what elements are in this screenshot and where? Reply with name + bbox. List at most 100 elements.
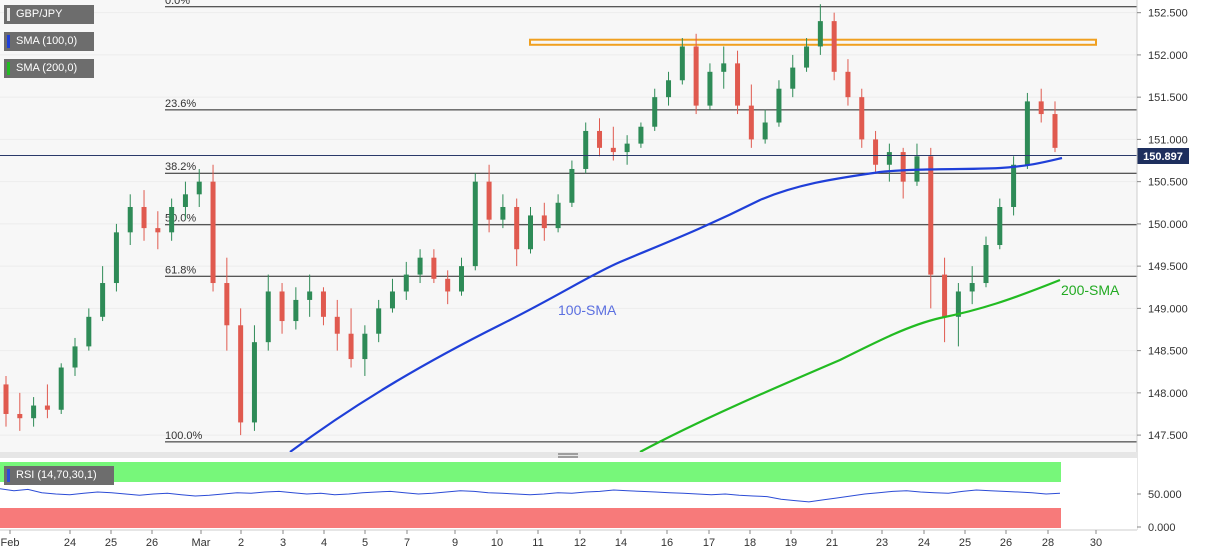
gridlines [0, 12, 1137, 436]
fib-label: 61.8% [165, 264, 196, 276]
candle-body [983, 245, 989, 284]
symbol-legend[interactable]: GBP/JPY [4, 5, 94, 24]
candle-body [638, 126, 644, 144]
rsi-level-0: 0.000 [1148, 522, 1176, 534]
candle-body [320, 291, 326, 317]
candle-body [182, 194, 188, 207]
candle-body [100, 283, 106, 317]
candle-body [403, 274, 409, 292]
rsi-legend-label: RSI (14,70,30,1) [16, 469, 97, 481]
candle-body [389, 291, 395, 309]
candle-body [113, 232, 119, 284]
price-tick-label: 151.000 [1148, 134, 1188, 146]
time-tick-label: 23 [876, 537, 888, 549]
candle-body [859, 97, 865, 140]
candle-body [238, 325, 244, 423]
time-tick-label: 9 [452, 537, 458, 549]
sma200-swatch [7, 62, 10, 75]
price-tick-label: 148.500 [1148, 346, 1188, 358]
time-tick-label: 19 [785, 537, 797, 549]
time-tick-label: 18 [744, 537, 756, 549]
pane-resize-handle[interactable] [558, 453, 578, 458]
candle-body [693, 46, 699, 106]
candle-body [555, 202, 561, 229]
fib-label: 38.2% [165, 161, 196, 173]
price-tick-label: 149.500 [1148, 261, 1188, 273]
candle-body [1024, 101, 1030, 165]
candle-body [583, 130, 589, 169]
time-tick-label: Mar [192, 537, 211, 549]
time-tick-label: 17 [703, 537, 715, 549]
candle-body [127, 206, 133, 233]
candle-body [265, 291, 271, 343]
candle-body [224, 283, 230, 326]
time-tick-label: 12 [574, 537, 586, 549]
candle-body [1038, 101, 1044, 115]
time-tick-label: 24 [918, 537, 930, 549]
candle-body [72, 346, 78, 368]
time-tick-label: 16 [661, 537, 673, 549]
sma-200-annotation: 200-SMA [1061, 282, 1120, 298]
rsi-level-50: 50.000 [1148, 489, 1182, 501]
candle-body [1052, 114, 1058, 148]
candle-body [169, 206, 175, 233]
sma-100-line [289, 156, 1063, 453]
candle-body [817, 21, 823, 47]
candle-body [528, 215, 533, 250]
sma-200-line [639, 278, 1061, 453]
candle-body [279, 291, 285, 322]
candle-body [486, 181, 492, 220]
time-tick-label: 3 [280, 537, 286, 549]
candle-body [997, 206, 1003, 246]
sma200-legend[interactable]: SMA (200,0) [4, 59, 94, 78]
price-tick-label: 150.500 [1148, 177, 1188, 189]
price-tick-label: 147.500 [1148, 430, 1188, 442]
time-tick-label: 4 [321, 537, 327, 549]
rsi-overbought-zone [0, 462, 1061, 482]
candle-body [845, 71, 851, 98]
time-tick-label: 21 [826, 537, 838, 549]
candle-body [569, 168, 575, 203]
candle-body [431, 257, 437, 279]
time-tick-label: 24 [64, 537, 76, 549]
time-tick-label: 25 [105, 537, 117, 549]
candle-body [417, 257, 423, 275]
candle-body [748, 105, 754, 140]
candle-body [942, 274, 948, 317]
time-tick-label: 30 [1090, 537, 1102, 549]
candle-body [500, 206, 506, 220]
candle-body [251, 342, 257, 423]
price-tick-label: 151.500 [1148, 92, 1188, 104]
candle-body [1011, 164, 1017, 207]
candle-body [900, 152, 906, 182]
candle-body [666, 80, 672, 98]
candle-body [804, 46, 810, 68]
time-tick-label: 2 [238, 537, 244, 549]
candle-body [652, 97, 658, 127]
pane-separator [0, 452, 1137, 458]
rsi-legend[interactable]: RSI (14,70,30,1) [4, 466, 114, 485]
symbol-label: GBP/JPY [16, 8, 63, 20]
time-tick-label: 14 [615, 537, 627, 549]
fib-label: 100.0% [165, 430, 203, 442]
candle-body [3, 384, 9, 414]
candle-body [776, 88, 782, 123]
time-axis: Feb 24 25 26 Mar 2 3 4 5 7 9 10 11 12 14 16 17 18 19 21 23 24… [1, 530, 1102, 549]
price-tick-label: 152.500 [1148, 8, 1188, 20]
sma100-legend[interactable]: SMA (100,0) [4, 32, 94, 51]
candle-body [735, 63, 741, 106]
candle-body [141, 206, 147, 229]
candle-body [293, 299, 299, 322]
candle-body [679, 46, 685, 81]
candle-body [831, 21, 837, 72]
rsi-oversold-zone [0, 508, 1061, 528]
candle-body [196, 181, 202, 195]
time-tick-label: 11 [532, 537, 543, 549]
candle-body [762, 122, 768, 140]
chart-background [0, 0, 1137, 452]
candle-body [31, 405, 37, 419]
candle-body [458, 266, 464, 292]
candle-body [624, 143, 630, 153]
candle-body [334, 316, 340, 334]
